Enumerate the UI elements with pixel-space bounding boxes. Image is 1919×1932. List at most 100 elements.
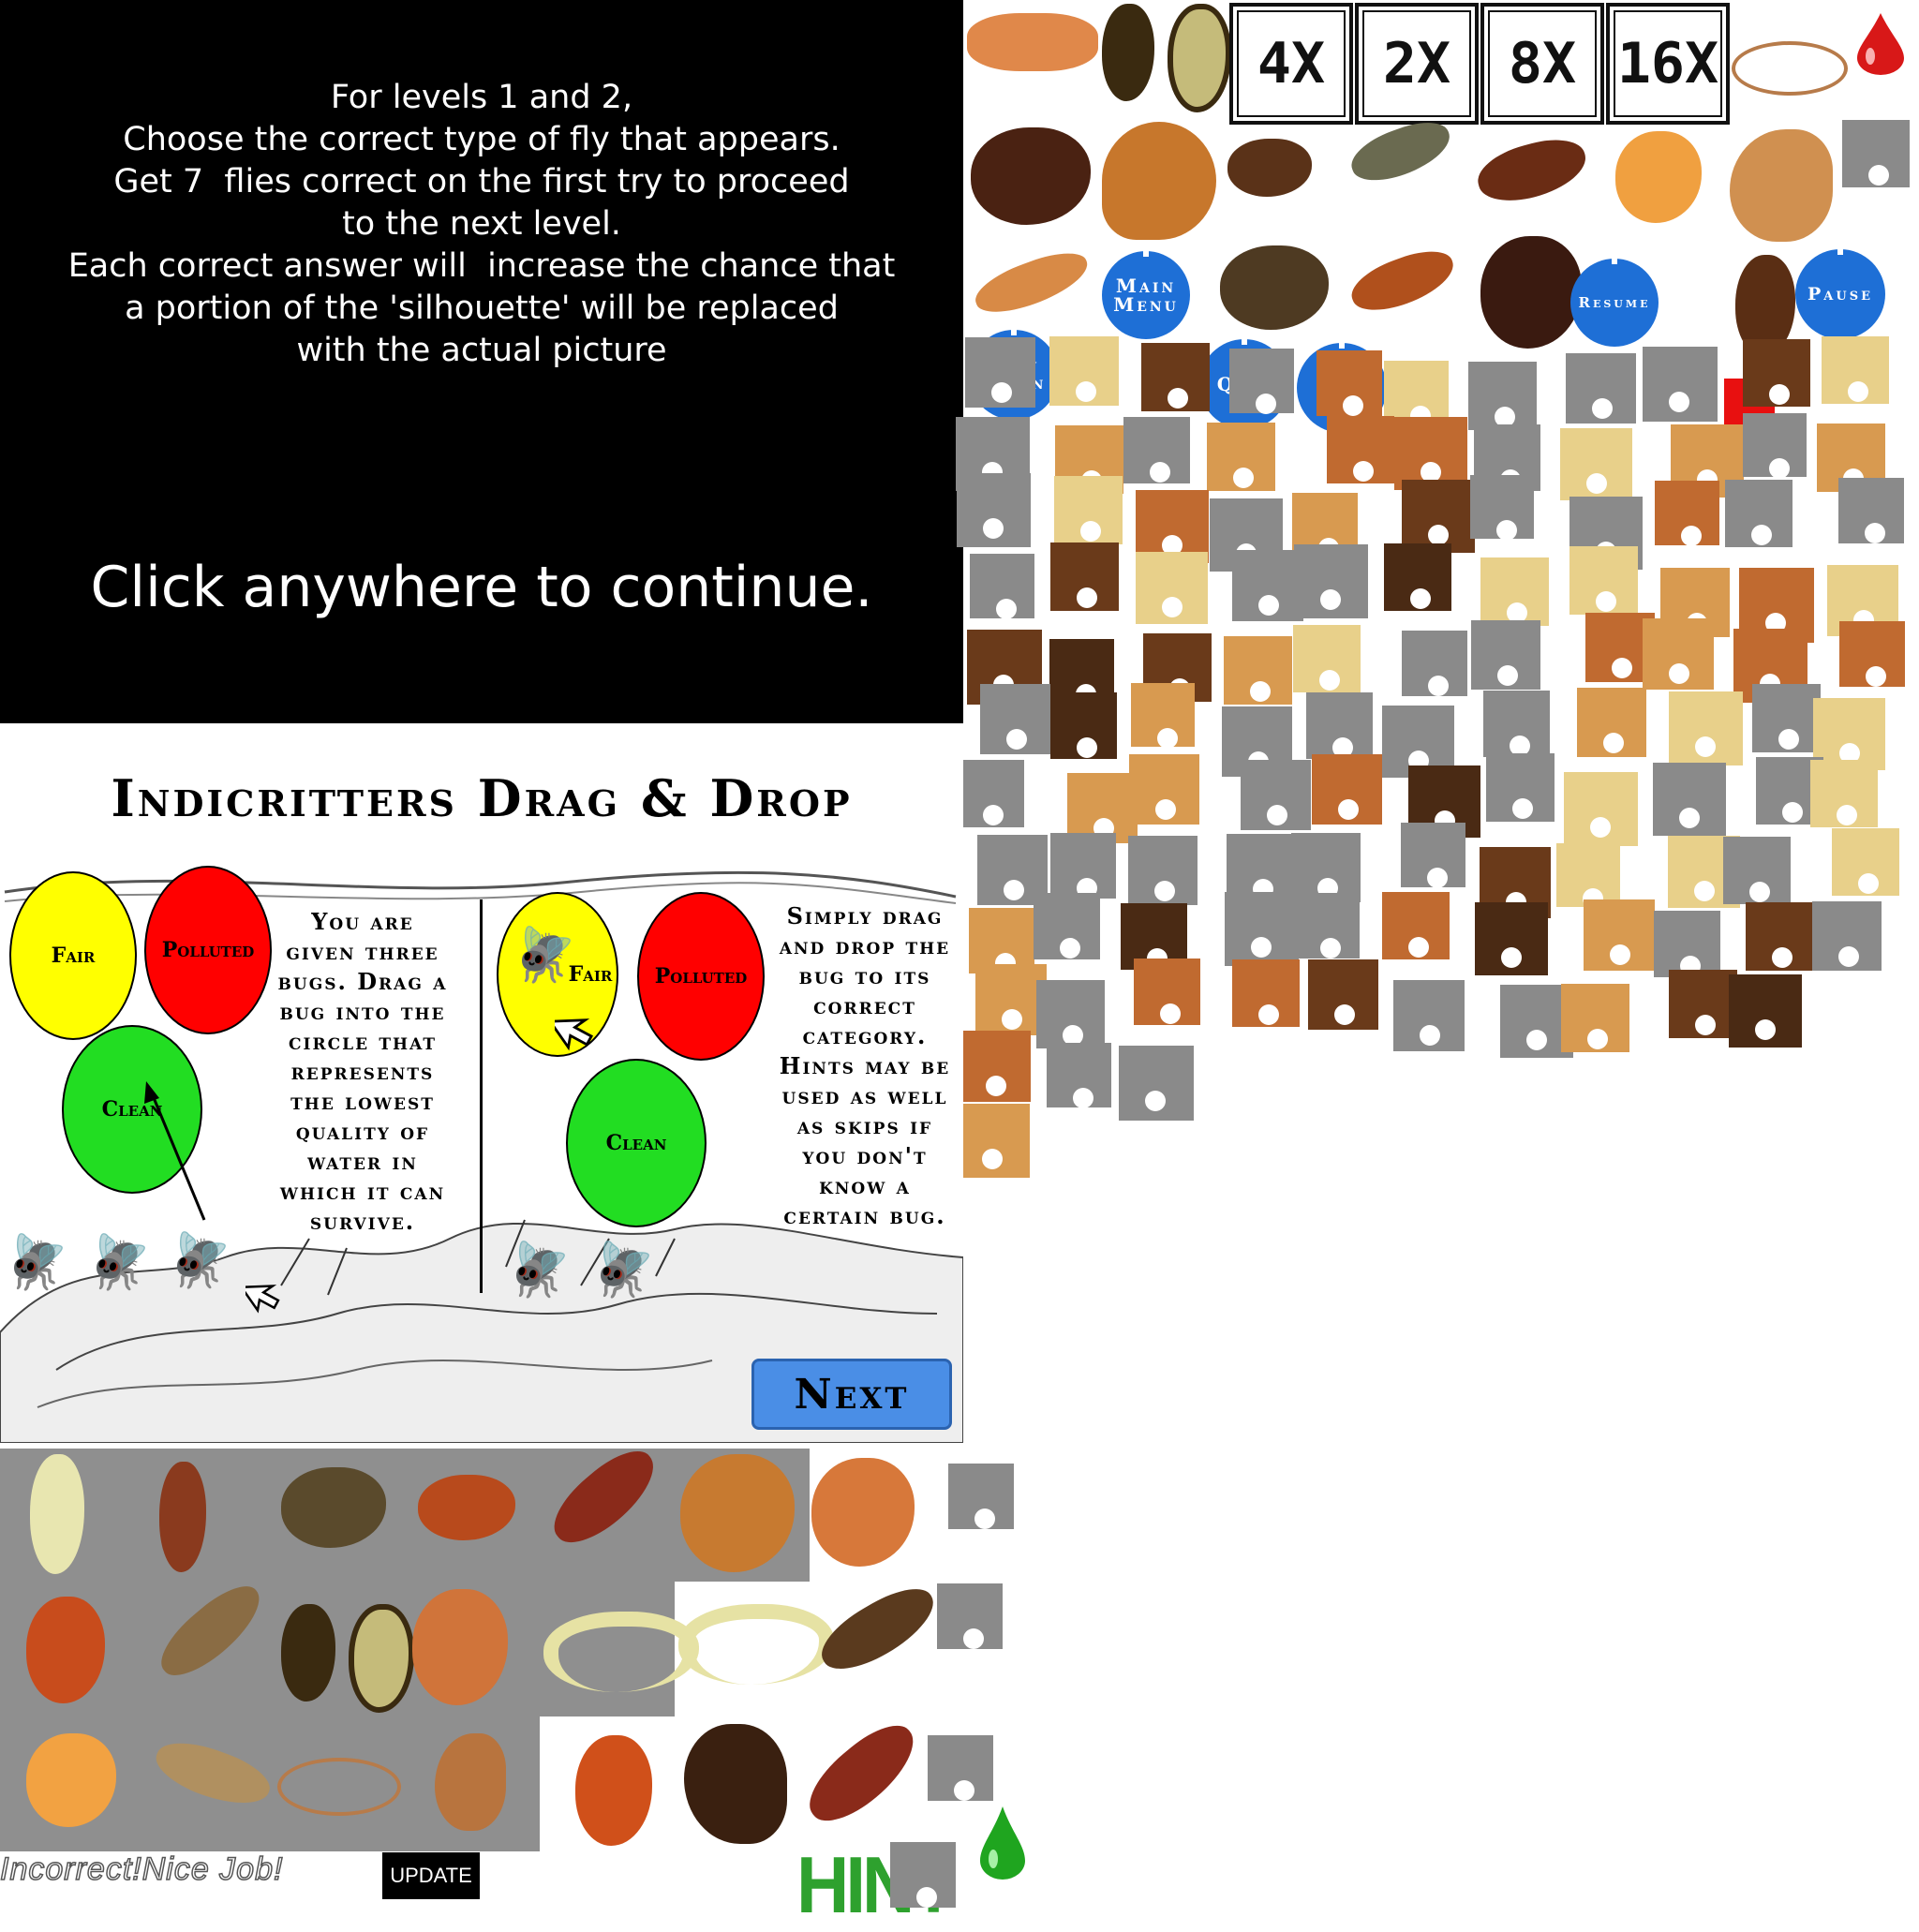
puzzle-tile (1049, 336, 1119, 406)
instruction-text: For levels 1 and 2, Choose the correct t… (0, 77, 963, 372)
puzzle-tile (1136, 552, 1208, 624)
puzzle-tile (1129, 754, 1199, 825)
puzzle-tile (1653, 763, 1726, 836)
puzzle-tile (1050, 692, 1117, 759)
puzzle-tile (957, 473, 1031, 547)
worm-pale-sprite (678, 1604, 834, 1685)
main-menu-button[interactable]: Main Menu (1102, 251, 1190, 339)
puzzle-tile (1123, 417, 1190, 483)
puzzle-tile (1054, 476, 1123, 544)
nymph-sprite (1471, 130, 1593, 211)
worm-sprite (277, 1758, 401, 1816)
arrow-cursor-icon (555, 1018, 594, 1051)
instruction-line: Choose the correct type of fly that appe… (123, 121, 840, 158)
puzzle-tile (1384, 361, 1449, 426)
puzzle-tile (1034, 893, 1100, 959)
puzzle-tile (965, 337, 1035, 408)
fair-circle[interactable]: Fair (9, 871, 137, 1040)
puzzle-tile (1813, 698, 1885, 770)
puzzle-tile (1839, 621, 1905, 687)
puzzle-tile (1312, 754, 1382, 825)
puzzle-tile (956, 1104, 1030, 1178)
clean-circle[interactable]: Clean (62, 1025, 202, 1194)
shrimp-sprite (26, 1733, 116, 1827)
puzzle-tile (957, 760, 1024, 827)
water-bug-sprite (1227, 139, 1312, 197)
puzzle-tile (1483, 691, 1550, 757)
resume-button[interactable]: Resume (1570, 259, 1659, 347)
puzzle-tile (1561, 984, 1629, 1052)
puzzle-tile (1822, 336, 1889, 404)
shell-dark-sprite (1102, 4, 1154, 101)
update-button[interactable]: UPDATE (382, 1852, 480, 1899)
puzzle-tile (1669, 970, 1737, 1038)
shell-light-sprite (1168, 4, 1231, 112)
puzzle-tile (1384, 543, 1451, 611)
puzzle-tile (1047, 1043, 1111, 1108)
incorrect-message: Incorrect! (0, 1850, 142, 1888)
larva-sprite (967, 13, 1098, 71)
fly-icon[interactable]: 🪰 (506, 1240, 572, 1300)
zoom-2x-button[interactable]: 2X (1355, 3, 1479, 125)
puzzle-tile (1566, 353, 1636, 424)
instruction-panel[interactable]: For levels 1 and 2, Choose the correct t… (0, 0, 963, 723)
curled-larva-sprite (1102, 122, 1216, 240)
puzzle-tile (1723, 837, 1791, 904)
zoom-8x-button[interactable]: 8X (1480, 3, 1604, 125)
fly-icon[interactable]: 🪰 (590, 1240, 656, 1300)
beetle-round-sprite (1220, 245, 1329, 330)
puzzle-tile (1669, 691, 1743, 765)
puzzle-tile (1036, 980, 1105, 1048)
zoom-16x-button[interactable]: 16X (1606, 3, 1730, 125)
puzzle-tile (1842, 120, 1910, 187)
puzzle-tile (1050, 833, 1116, 899)
continue-prompt[interactable]: Click anywhere to continue. (90, 555, 873, 620)
fly-icon[interactable]: 🪰 (167, 1230, 232, 1291)
puzzle-tile (1136, 490, 1209, 563)
puzzle-tile (1486, 753, 1555, 822)
puzzle-tile (1134, 959, 1200, 1025)
crawfish-sprite (575, 1735, 652, 1846)
tutorial-panel: Indicritters Drag & Drop Fair Polluted C… (0, 723, 963, 1443)
puzzle-tile (1832, 828, 1899, 896)
puzzle-tile (1119, 1046, 1194, 1121)
next-button[interactable]: Next (751, 1359, 952, 1430)
shrimp-sprite (1615, 131, 1702, 223)
puzzle-tile (1401, 823, 1465, 888)
puzzle-tile (1382, 892, 1450, 959)
larva-long-sprite (1345, 241, 1461, 321)
crawfish-sprite (26, 1597, 105, 1703)
isopod-sprite (1480, 236, 1582, 349)
puzzle-tile (1577, 688, 1646, 757)
polluted-circle[interactable]: Polluted (637, 892, 765, 1061)
nice-job-message: Nice Job! (141, 1850, 284, 1888)
puzzle-tile (1569, 546, 1638, 615)
panel-divider (480, 899, 483, 1293)
puzzle-tile (960, 1031, 1031, 1102)
instruction-line: a portion of the 'silhouette' will be re… (125, 290, 839, 327)
caddis-sprite (969, 243, 1094, 323)
clean-circle[interactable]: Clean (566, 1059, 707, 1227)
puzzle-tile (1225, 892, 1299, 966)
right-instruction-text: Simply drag and drop the bug to its corr… (779, 902, 951, 1229)
puzzle-tile (1838, 478, 1904, 543)
puzzle-tile (1067, 773, 1138, 843)
polluted-circle[interactable]: Polluted (144, 866, 272, 1034)
puzzle-tile (1810, 760, 1878, 827)
fly-icon[interactable]: 🪰 (86, 1232, 152, 1293)
drag-arrow-line (144, 1081, 206, 1221)
water-drop-red-icon (1857, 13, 1904, 75)
snail-sprite (435, 1733, 506, 1831)
instruction-line: Get 7 flies correct on the first try to … (113, 163, 850, 201)
puzzle-tile (1556, 843, 1620, 909)
fly-icon[interactable]: 🪰 (4, 1232, 69, 1293)
clam-sprite (412, 1589, 508, 1705)
puzzle-tile (928, 1735, 993, 1801)
puzzle-tile (1306, 692, 1373, 759)
instruction-line: to the next level. (342, 205, 621, 243)
pause-button[interactable]: Pause (1795, 249, 1885, 339)
instruction-line: For levels 1 and 2, (330, 79, 633, 116)
zoom-4x-button[interactable]: 4X (1229, 3, 1353, 125)
fair-circle[interactable]: Fair (497, 892, 618, 1057)
puzzle-tile (1241, 760, 1311, 830)
